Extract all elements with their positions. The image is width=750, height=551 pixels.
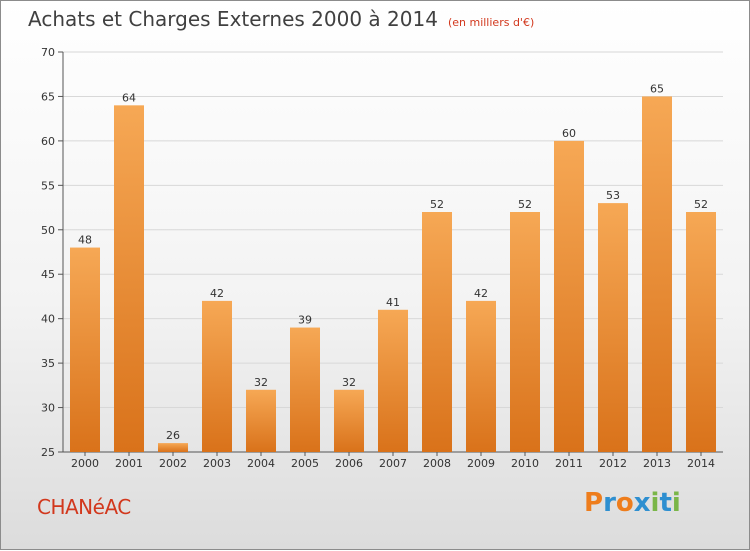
label-layer: 48 64 26 42 32 39 32 41 52 42 52 60 53 65 52 [78,82,708,442]
bar [334,389,364,452]
x-tick-label: 2011 [555,457,583,470]
bar [378,309,408,452]
x-tick-label: 2004 [247,457,275,470]
chart-title: Achats et Charges Externes 2000 à 2014 (e… [28,7,534,31]
data-label: 39 [298,314,312,327]
y-tick-label: 65 [41,90,55,103]
logo-letter: P [584,488,604,518]
x-tick-label: 2002 [159,457,187,470]
data-label: 52 [518,198,532,211]
bar [686,212,716,452]
data-label: 52 [694,198,708,211]
data-label: 41 [386,296,400,309]
y-tick-label: 25 [41,446,55,459]
proxiti-logo[interactable]: Proxiti [584,488,681,518]
y-tick-label: 70 [41,46,55,59]
y-tick-label: 45 [41,268,55,281]
x-tick-label: 2006 [335,457,363,470]
chart-unit-note: (en milliers d'€) [447,16,535,29]
data-label: 32 [342,376,356,389]
x-tick-label: 2001 [115,457,143,470]
x-tick-label: 2005 [291,457,319,470]
y-tick-label: 55 [41,179,55,192]
data-label: 65 [650,82,664,95]
y-tick-label: 35 [41,357,55,370]
y-tick-label: 40 [41,313,55,326]
bar [246,389,276,452]
data-label: 48 [78,234,92,247]
bar [598,203,628,452]
bar [158,443,188,452]
chart-title-text: Achats et Charges Externes 2000 à 2014 [28,7,438,31]
bar [554,140,584,452]
data-label: 53 [606,189,620,202]
data-label: 64 [122,91,136,104]
x-tick-label: 2014 [687,457,715,470]
x-tick-label: 2007 [379,457,407,470]
place-name: CHANéAC [37,495,131,519]
bar [510,212,540,452]
data-label: 60 [562,127,576,140]
data-label: 42 [474,287,488,300]
logo-letter: o [615,488,634,518]
x-tick-label: 2010 [511,457,539,470]
logo-letter: r [603,488,616,518]
y-tick-label: 50 [41,224,55,237]
data-label: 26 [166,429,180,442]
bar [202,300,232,452]
x-tick-label: 2009 [467,457,495,470]
bar [114,105,144,452]
logo-letter: x [633,488,651,518]
bar [642,96,672,452]
bar [70,247,100,452]
logo-letter: i [650,488,660,518]
axis-layer: 25 30 35 40 45 50 55 60 65 70 2000 2001 2002 2003 2004… [41,46,723,470]
data-label: 32 [254,376,268,389]
logo-letter: t [659,488,672,518]
bar [466,300,496,452]
x-tick-label: 2000 [71,457,99,470]
x-tick-label: 2012 [599,457,627,470]
y-tick-label: 60 [41,135,55,148]
data-label: 52 [430,198,444,211]
bar [422,212,452,452]
x-tick-label: 2013 [643,457,671,470]
y-tick-label: 30 [41,402,55,415]
x-tick-label: 2008 [423,457,451,470]
data-label: 42 [210,287,224,300]
bar-layer [70,96,716,452]
bar [290,327,320,452]
logo-letter: i [671,488,681,518]
x-tick-label: 2003 [203,457,231,470]
